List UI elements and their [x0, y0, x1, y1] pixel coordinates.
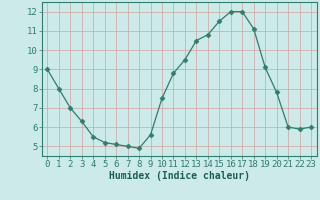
X-axis label: Humidex (Indice chaleur): Humidex (Indice chaleur)	[109, 171, 250, 181]
